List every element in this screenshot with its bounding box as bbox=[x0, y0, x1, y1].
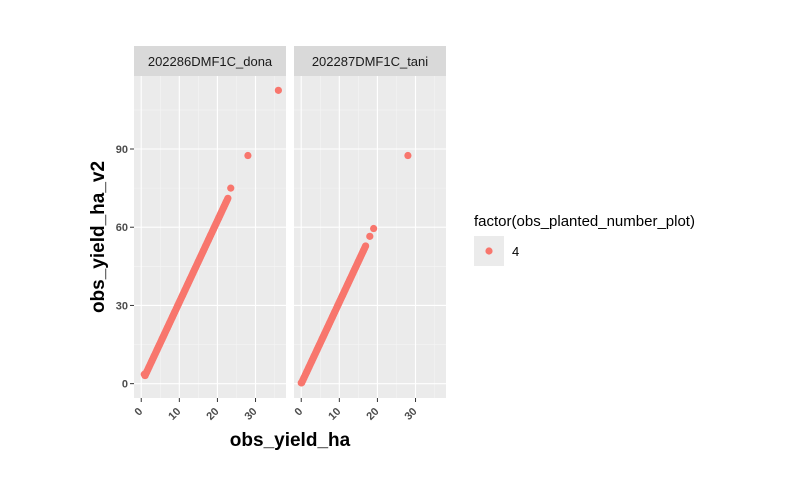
panel-points-2 bbox=[297, 151, 412, 387]
facet-strip-label-1: 202286DMF1C_dona bbox=[148, 54, 273, 69]
data-point bbox=[297, 379, 305, 387]
data-point bbox=[140, 370, 148, 378]
data-point bbox=[244, 151, 252, 160]
y-tick-label: 0 bbox=[122, 379, 128, 391]
facet-strip-1 bbox=[134, 46, 286, 76]
data-point bbox=[370, 224, 378, 233]
legend: factor(obs_planted_number_plot) 4 bbox=[474, 213, 695, 266]
data-point bbox=[404, 151, 412, 160]
facet-panel-1: 202286DMF1C_dona bbox=[134, 46, 286, 398]
data-point bbox=[227, 184, 235, 192]
data-point bbox=[274, 86, 282, 94]
panel-grid-2 bbox=[294, 76, 446, 398]
y-tick-label: 60 bbox=[116, 222, 128, 234]
data-point bbox=[224, 194, 232, 202]
x-axis-title: obs_yield_ha bbox=[230, 430, 351, 451]
panel-grid-1 bbox=[134, 76, 286, 398]
legend-key-point bbox=[485, 247, 493, 255]
data-point bbox=[366, 232, 374, 240]
legend-title: factor(obs_planted_number_plot) bbox=[474, 213, 695, 230]
y-axis: 0 30 60 90 bbox=[116, 144, 134, 391]
legend-entry-label: 4 bbox=[512, 244, 519, 259]
facet-strip-2 bbox=[294, 46, 446, 76]
facet-panel-2: 202287DMF1C_tani bbox=[294, 46, 446, 398]
y-axis-title: obs_yield_ha_v2 bbox=[88, 161, 109, 313]
y-tick-label: 30 bbox=[116, 300, 128, 312]
facet-strip-label-2: 202287DMF1C_tani bbox=[312, 54, 428, 69]
y-tick-label: 90 bbox=[116, 144, 128, 156]
panel-points-1 bbox=[140, 86, 282, 380]
data-point bbox=[362, 242, 370, 250]
